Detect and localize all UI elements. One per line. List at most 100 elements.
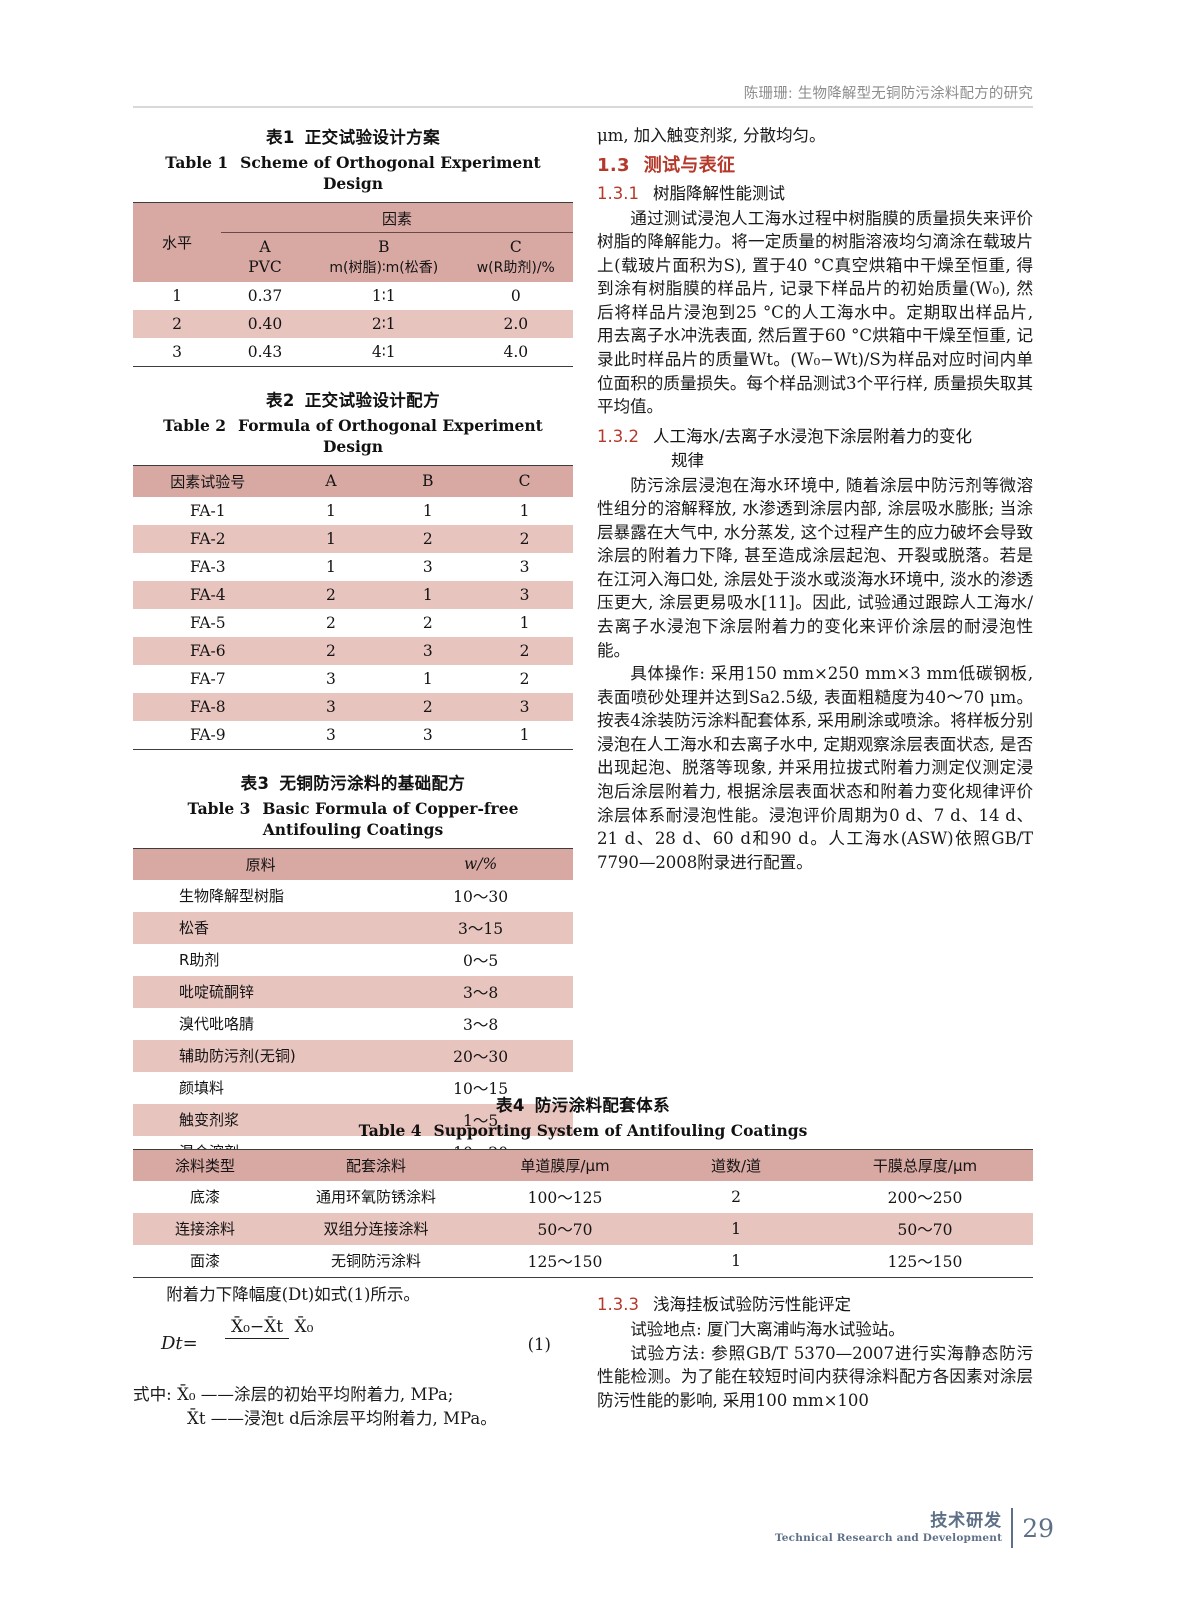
- table-1-group-header: 因素: [221, 202, 573, 233]
- table-3-caption-cn-text: 无铜防污涂料的基础配方: [279, 773, 466, 793]
- table-4-r0-c4: 200～250: [887, 1188, 963, 1207]
- section-1-3-1-number: 1.3.1: [597, 183, 639, 203]
- table-2-r0-c3: 1: [519, 501, 530, 520]
- lead-paragraph: μm, 加入触变剂浆, 分散均匀。: [597, 126, 826, 145]
- table-2-header-row: 因素试验号 A B C: [133, 465, 573, 497]
- paragraph-1-3-3-a: 试验地点: 厦门大离浦屿海水试验站。: [630, 1320, 905, 1339]
- table-row: 底漆 通用环氧防锈涂料 100～125 2 200～250: [133, 1181, 1033, 1213]
- table-2-r2-c2: 3: [422, 557, 433, 576]
- table-3-r7-name: 触变剂浆: [133, 1103, 389, 1136]
- table-4-r2-c4: 125～150: [887, 1252, 963, 1271]
- table-2-r3-c3: 3: [476, 580, 573, 609]
- table-row: 3 0.43 4∶1 4.0: [133, 338, 573, 367]
- table-1-r0-b: 1∶1: [371, 286, 396, 305]
- table-row: 1 0.37 1∶1 0: [133, 282, 573, 310]
- table-row: FA-6 2 3 2: [133, 636, 573, 665]
- table-2-r5-c2: 3: [379, 636, 477, 665]
- table-row: FA-1 1 1 1: [133, 497, 573, 525]
- table-2-r4-c2: 2: [422, 613, 433, 632]
- table-4-r0-c1: 通用环氧防锈涂料: [315, 1188, 436, 1207]
- table-1-caption-en: Table 1 Scheme of Orthogonal Experiment D…: [133, 153, 573, 195]
- formula-where-label: 式中:: [133, 1384, 172, 1404]
- table-1-caption-en-text: Scheme of Orthogonal Experiment Design: [240, 153, 541, 193]
- table-2-r7-c2: 2: [379, 692, 477, 721]
- table-3-r4-name: 溴代吡咯腈: [179, 1015, 255, 1034]
- table-1-r0-a: 0.37: [247, 286, 283, 305]
- paragraph-1-3-3-b: 试验方法: 参照GB/T 5370—2007进行实海静态防污性能检测。为了能在较…: [597, 1343, 1033, 1410]
- table-4-r1-c3: 1: [655, 1212, 817, 1245]
- table-3-block: 表3 无铜防污涂料的基础配方 Table 3 Basic Formula of Co…: [133, 770, 573, 1169]
- table-2-caption-cn: 表2 正交试验设计配方: [133, 387, 573, 411]
- formula-number: (1): [527, 1334, 551, 1354]
- table-3-r2-val: 0～5: [462, 951, 499, 970]
- table-3: 原料 w/% 生物降解型树脂 10～30 松香 3～15 R助剂 0～5 吡啶硫…: [133, 848, 573, 1169]
- table-3-r3-name: 吡啶硫酮锌: [133, 975, 389, 1008]
- table-4: 涂料类型 配套涂料 单道膜厚/μm 道数/道 干膜总厚度/μm 底漆 通用环氧防…: [133, 1149, 1033, 1278]
- table-3-r6-name: 颜填料: [179, 1079, 225, 1098]
- table-2-r7-c1: 3: [282, 692, 380, 721]
- table-3-r5-val: 20～30: [388, 1039, 573, 1072]
- table-1-r1-a: 0.40: [221, 309, 309, 338]
- footer-section-en: Technical Research and Development: [774, 1532, 1003, 1545]
- table-3-r6-val: 10～15: [453, 1079, 509, 1098]
- table-row: 2 0.40 2∶1 2.0: [133, 309, 573, 338]
- table-4-r2-c0: 面漆: [189, 1252, 220, 1271]
- table-2-caption-cn-num: 表2: [266, 390, 295, 410]
- table-row: FA-4 2 1 3: [133, 580, 573, 609]
- table-4-r2-c2: 125～150: [527, 1252, 603, 1271]
- footer-section-cn: 技术研发: [930, 1510, 1003, 1531]
- section-1-3-2-title-line2: 规律: [671, 450, 704, 470]
- table-row: FA-2 1 2 2: [133, 524, 573, 553]
- table-2-r6-c3: 2: [519, 669, 530, 688]
- table-3-caption-cn: 表3 无铜防污涂料的基础配方: [133, 770, 573, 794]
- formula-where: 式中: X̄₀ ——涂层的初始平均附着力, MPa; X̄t ——浸泡t d后涂…: [133, 1383, 573, 1433]
- table-1-r2-b: 4∶1: [371, 342, 396, 361]
- table-3-r3-val: 3～8: [388, 975, 573, 1008]
- table-1-caption-cn: 表1 正交试验设计方案: [133, 124, 573, 148]
- formula-intro-text: 附着力下降幅度(Dt)如式(1)所示。: [166, 1285, 420, 1304]
- table-4-col-0: 涂料类型: [133, 1149, 277, 1181]
- table-2-r1-c0: FA-2: [133, 524, 283, 553]
- table-4-r0-c0: 底漆: [189, 1188, 220, 1207]
- table-2-col-3: C: [476, 465, 573, 497]
- formula-lhs: Dt=: [161, 1332, 198, 1354]
- table-2-r5-c3: 2: [476, 636, 573, 665]
- table-3-r1-val: 3～15: [388, 911, 573, 944]
- table-4-col-3: 道数/道: [655, 1149, 817, 1181]
- table-1-r2-a: 0.43: [247, 342, 283, 361]
- table-3-r7-val: 1～5: [388, 1103, 573, 1136]
- table-2-caption-en: Table 2 Formula of Orthogonal Experiment …: [133, 416, 573, 458]
- table-4-r1-c4: 50～70: [817, 1212, 1033, 1245]
- table-3-r2-name: R助剂: [179, 951, 220, 970]
- table-4-col-4: 干膜总厚度/μm: [817, 1149, 1033, 1181]
- section-heading-1-3-1: 1.3.1 树脂降解性能测试: [597, 180, 1033, 204]
- table-1: 水平 因素 A B C PVC m(树脂)∶m(松香) w(R助剂)/% 1 0…: [133, 202, 573, 367]
- table-2-r2-c3: 3: [519, 557, 530, 576]
- table-2: 因素试验号 A B C FA-1 1 1 1 FA-2 1 2 2: [133, 465, 573, 750]
- table-2-r4-c3: 1: [519, 613, 530, 632]
- table-2-r7-c0: FA-8: [133, 692, 283, 721]
- table-4-caption-cn-num: 表4: [496, 1096, 525, 1115]
- table-3-caption-en: Table 3 Basic Formula of Copper-free Anti…: [133, 799, 573, 841]
- table-row: 连接涂料 双组分连接涂料 50～70 1 50～70: [133, 1212, 1033, 1245]
- table-2-r7-c3: 3: [476, 692, 573, 721]
- paragraph-1-3-1: 通过测试浸泡人工海水过程中树脂膜的质量损失来评价树脂的降解能力。将一定质量的树脂…: [597, 208, 1033, 417]
- table-row: FA-8 3 2 3: [133, 692, 573, 721]
- running-header: 陈珊珊: 生物降解型无铜防污涂料配方的研究: [743, 86, 1033, 102]
- table-1-caption-en-num: Table 1: [165, 153, 229, 172]
- table-1-col-b-code: B: [309, 232, 459, 256]
- table-2-col-2: B: [379, 465, 477, 497]
- table-3-caption-en-text: Basic Formula of Copper-free Antifouling…: [262, 798, 519, 839]
- table-2-r8-c0: FA-9: [189, 725, 226, 744]
- table-1-r2-c: 4.0: [503, 342, 529, 361]
- table-1-col-a-desc: PVC: [221, 255, 309, 282]
- table-2-caption-en-text: Formula of Orthogonal Experiment Design: [238, 415, 543, 456]
- right-column: μm, 加入触变剂浆, 分散均匀。 1.3 测试与表征 1.3.1 树脂降解性能测试…: [597, 124, 1033, 874]
- table-1-col-c-code: C: [458, 232, 573, 256]
- table-4-r1-c1: 双组分连接涂料: [277, 1212, 475, 1245]
- formula-numerator: X̄₀−X̄t: [225, 1316, 290, 1339]
- section-heading-1-3: 1.3 测试与表征: [597, 151, 1033, 177]
- header-divider: [133, 106, 1033, 108]
- table-1-r0-level: 1: [172, 286, 182, 305]
